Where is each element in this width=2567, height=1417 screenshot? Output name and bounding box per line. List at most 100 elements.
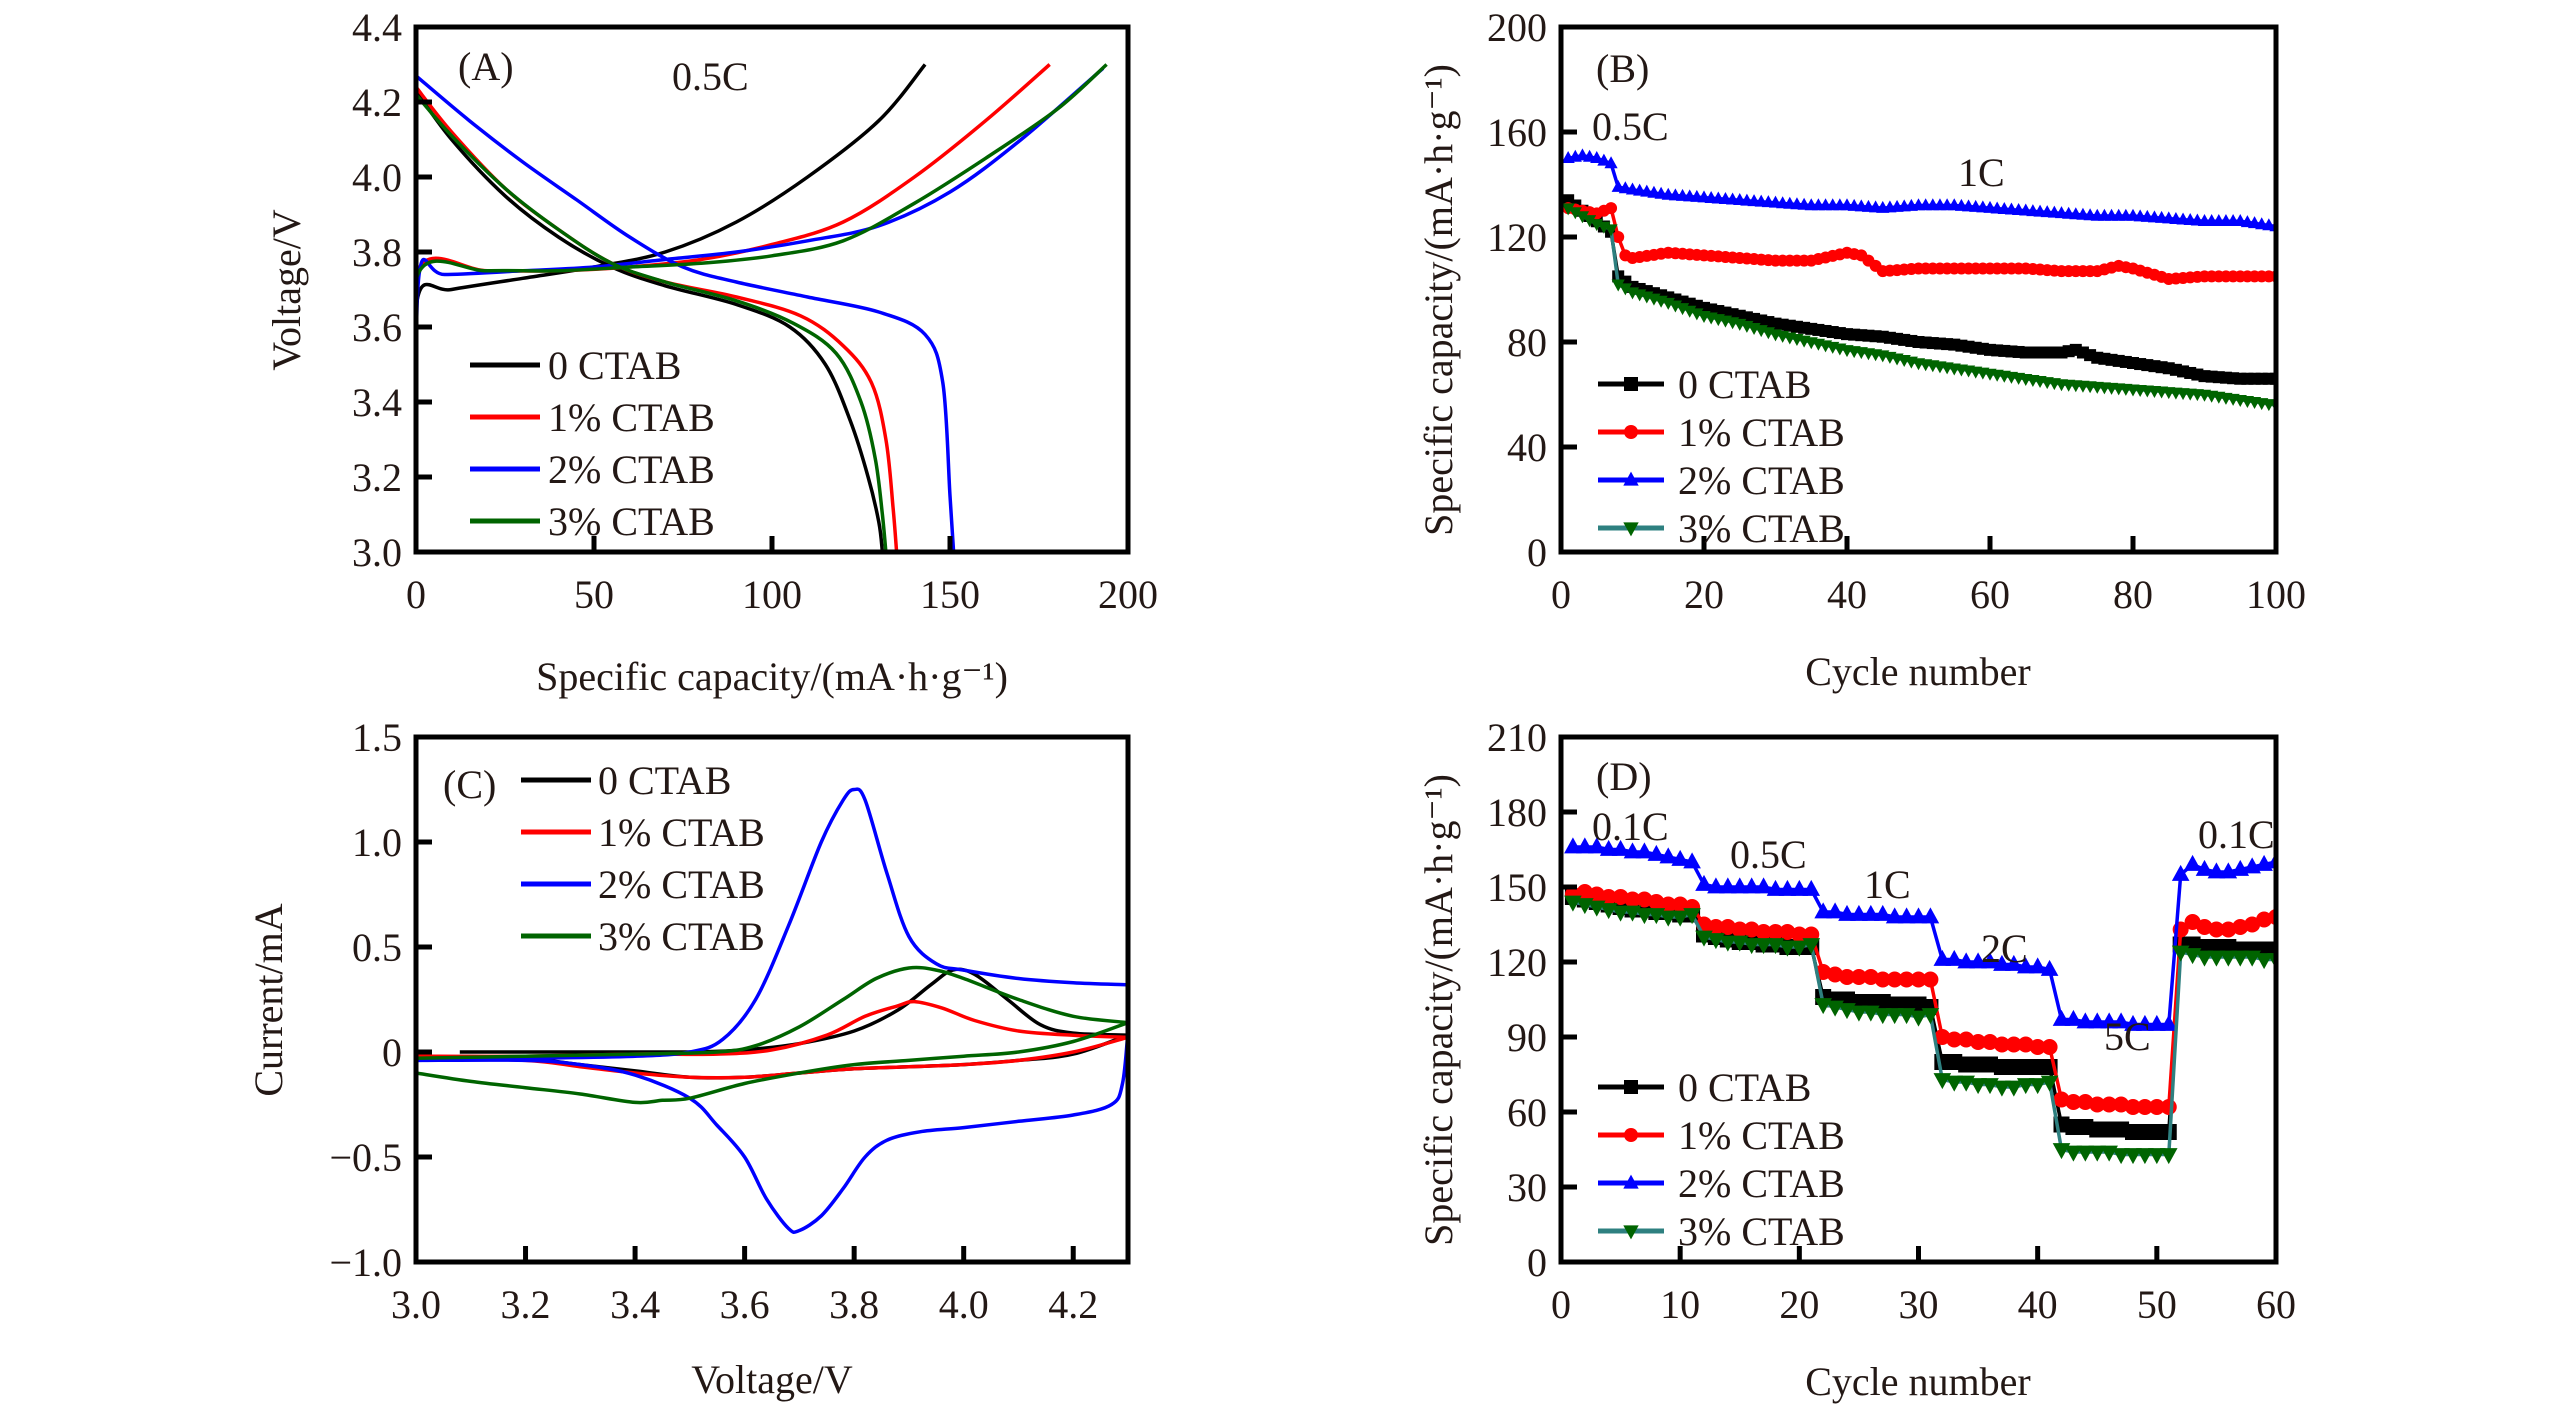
marker-circle (1982, 1034, 1998, 1050)
panel-c-ylabel: Current/mA (246, 903, 291, 1096)
marker-triangle-down (2005, 1080, 2023, 1097)
panel-d-annotation-2c: 2C (1981, 926, 2028, 971)
marker-circle (1993, 1036, 2010, 1053)
marker-triangle-up (2052, 1009, 2071, 1026)
legend-label: 2% CTAB (598, 862, 765, 907)
marker-triangle-up (1850, 904, 1868, 921)
marker-triangle-up (2016, 957, 2035, 974)
y-tick-label: 160 (1487, 110, 1547, 155)
marker-triangle-up (2207, 862, 2226, 879)
marker-triangle-down (1778, 940, 1797, 957)
marker-circle (2089, 1096, 2106, 1113)
marker-triangle-up (2112, 1012, 2130, 1029)
panel-b-ylabel: Specific capacity/(mA·h·g⁻¹) (1416, 64, 1461, 536)
marker-circle (2136, 1099, 2153, 1115)
marker-square (1624, 1080, 1638, 1094)
legend-label: 3% CTAB (598, 914, 765, 959)
legend-item-3pct-ctab: 3% CTAB (470, 499, 715, 544)
panel-d-ylabel: Specific capacity/(mA·h·g⁻¹) (1416, 774, 1461, 1246)
y-tick-label: 40 (1507, 425, 1547, 470)
marker-triangle-down (1850, 1005, 1868, 1022)
marker-triangle-up (1719, 877, 1737, 894)
marker-triangle-down (1969, 1078, 1987, 1095)
y-tick-label: −0.5 (329, 1135, 402, 1180)
marker-circle (2160, 1099, 2177, 1115)
marker-triangle-up (2076, 1012, 2095, 1029)
x-tick-label: 100 (2246, 572, 2306, 617)
marker-triangle-down (1945, 1075, 1964, 1092)
marker-triangle-down (1583, 215, 1597, 228)
marker-triangle-up (1873, 904, 1892, 921)
legend-label: 2% CTAB (548, 447, 715, 492)
panel-b-xlabel: Cycle number (1805, 649, 2031, 694)
y-tick-label: 3.6 (352, 305, 402, 350)
marker-circle (2113, 1096, 2130, 1113)
x-tick-label: 50 (574, 572, 614, 617)
legend-label: 1% CTAB (548, 395, 715, 440)
marker-triangle-down (1568, 207, 1582, 220)
marker-circle (1862, 969, 1879, 985)
panel-b-annotation-1c: 1C (1958, 150, 2005, 195)
series-3pct-ctab-discharge (416, 93, 888, 552)
panel-d-axes: 0 10 20 30 40 50 60 0 30 60 90 120 150 180 210 (1487, 715, 2296, 1327)
y-tick-label: 120 (1487, 215, 1547, 260)
marker-circle (1850, 969, 1867, 985)
marker-triangle-down (2136, 1148, 2154, 1165)
marker-triangle-up (1814, 902, 1832, 919)
marker-triangle-up (1945, 949, 1964, 966)
marker-triangle-down (2124, 1148, 2142, 1165)
y-tick-label: 60 (1507, 1090, 1547, 1135)
marker-circle (1886, 971, 1903, 988)
legend-label: 0 CTAB (1678, 362, 1811, 407)
marker-triangle-down (1683, 908, 1701, 925)
panel-d-annotation-5c: 5C (2104, 1014, 2151, 1059)
marker-triangle-up (1671, 849, 1689, 866)
legend-item-3pct-ctab: 3% CTAB (1598, 1209, 1845, 1254)
marker-circle (2017, 1036, 2034, 1053)
marker-triangle-up (2088, 1012, 2107, 1029)
marker-circle (2029, 1039, 2046, 1055)
x-tick-label: 3.0 (391, 1282, 441, 1327)
marker-circle (2053, 1091, 2070, 1108)
marker-triangle-up (1604, 156, 1618, 169)
panel-c-legend: 0 CTAB 1% CTAB 2% CTAB 3% CTAB (521, 758, 765, 959)
legend-label: 3% CTAB (548, 499, 715, 544)
marker-circle (2148, 1099, 2165, 1115)
marker-triangle-down (1611, 905, 1630, 922)
marker-square (2270, 372, 2276, 385)
y-tick-label: 0 (1527, 1240, 1547, 1285)
marker-triangle-up (1802, 879, 1821, 896)
marker-triangle-up (1969, 952, 1987, 969)
marker-circle (1827, 966, 1844, 983)
marker-circle (1946, 1031, 1963, 1048)
marker-triangle-down (2207, 950, 2226, 967)
series-2pct-ctab-charge (416, 66, 1105, 440)
marker-circle (1719, 919, 1736, 935)
series-1pct-ctab (1562, 202, 2276, 285)
panel-a-xlabel: Specific capacity/(mA·h·g⁻¹) (536, 654, 1008, 699)
series-3pct-ctab-anodic (416, 965, 1128, 1061)
x-tick-label: 60 (1970, 572, 2010, 617)
marker-circle (1839, 969, 1855, 985)
marker-circle (1624, 891, 1641, 908)
panel-a-charge-discharge: 0 50 100 150 200 3.0 3.2 3.4 3.6 3.8 4.0 4.2 4.4 (A)… (264, 5, 1158, 699)
y-tick-label: 1.5 (352, 715, 402, 760)
x-tick-label: 3.6 (720, 1282, 770, 1327)
marker-triangle-up (2124, 1014, 2142, 1031)
marker-triangle-down (1885, 1008, 1904, 1025)
x-tick-label: 50 (2137, 1282, 2177, 1327)
marker-circle (1636, 891, 1653, 908)
marker-triangle-down (2255, 953, 2273, 970)
marker-triangle-up (1635, 842, 1654, 859)
marker-triangle-up (1933, 949, 1952, 966)
marker-circle (1605, 202, 1618, 215)
marker-triangle-up (1623, 471, 1639, 486)
panel-c-axes: 3.0 3.2 3.4 3.6 3.8 4.0 4.2 −1.0 −0.5 0 0.5 1.0 1.5 (329, 715, 1131, 1327)
x-tick-label: 30 (1899, 1282, 1939, 1327)
marker-triangle-down (1754, 938, 1773, 955)
marker-circle (1624, 1128, 1638, 1142)
y-tick-label: 0 (1527, 530, 1547, 575)
y-tick-label: 0.5 (352, 925, 402, 970)
y-tick-label: 180 (1487, 790, 1547, 835)
marker-triangle-up (2040, 959, 2059, 976)
